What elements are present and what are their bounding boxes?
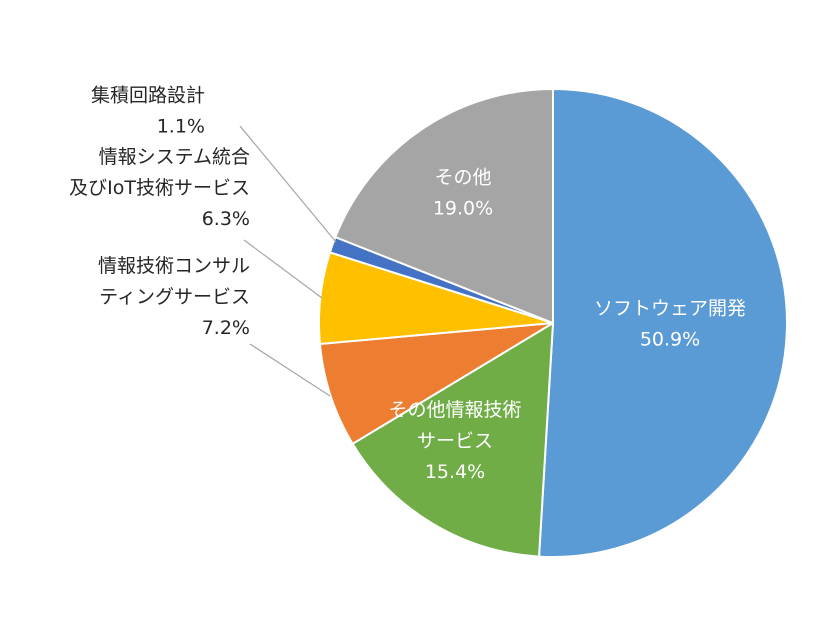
slice-label-line: 情報技術コンサル [98,255,250,277]
slice-percent: 6.3% [202,208,250,230]
data-labels: ソフトウェア開発 50.9% その他情報技術サービス 15.4% 情報技術コンサルティン… [69,85,746,484]
slice-label-line: 集積回路設計 [91,85,205,107]
pie-slices [318,87,789,558]
slice-data-label: 情報技術コンサルティングサービス 7.2% [98,255,250,339]
slice-label-line: ティングサービス [99,286,250,308]
leader-lines [239,125,337,397]
slice-label-line: 及びIoT技術サービス [69,177,250,199]
slice-label-line: その他 [434,167,491,189]
slice-data-label: その他 19.0% [433,167,493,220]
slice-percent: 1.1% [157,116,205,138]
slice-percent: 50.9% [640,329,700,351]
pie-slice [537,87,789,558]
slice-label-line: サービス [417,430,493,452]
slice-data-label: 集積回路設計 1.1% [91,85,205,138]
leader-line [243,239,323,299]
pie-slice [351,321,555,558]
leader-line [249,343,331,397]
slice-percent: 15.4% [425,461,485,483]
slice-label-line: 情報システム統合 [99,146,250,168]
slice-label-line: その他情報技術 [388,399,521,421]
slice-label-line: ソフトウェア開発 [594,298,746,320]
slice-percent: 19.0% [433,198,493,220]
slice-data-label: その他情報技術サービス 15.4% [388,399,521,483]
leader-line [239,125,337,243]
pie-slice [334,87,554,325]
pie-slice [318,322,554,446]
slice-data-label: 情報システム統合及びIoT技術サービス 6.3% [69,146,250,230]
slice-data-label: ソフトウェア開発 50.9% [594,298,746,351]
slice-percent: 7.2% [202,317,250,339]
